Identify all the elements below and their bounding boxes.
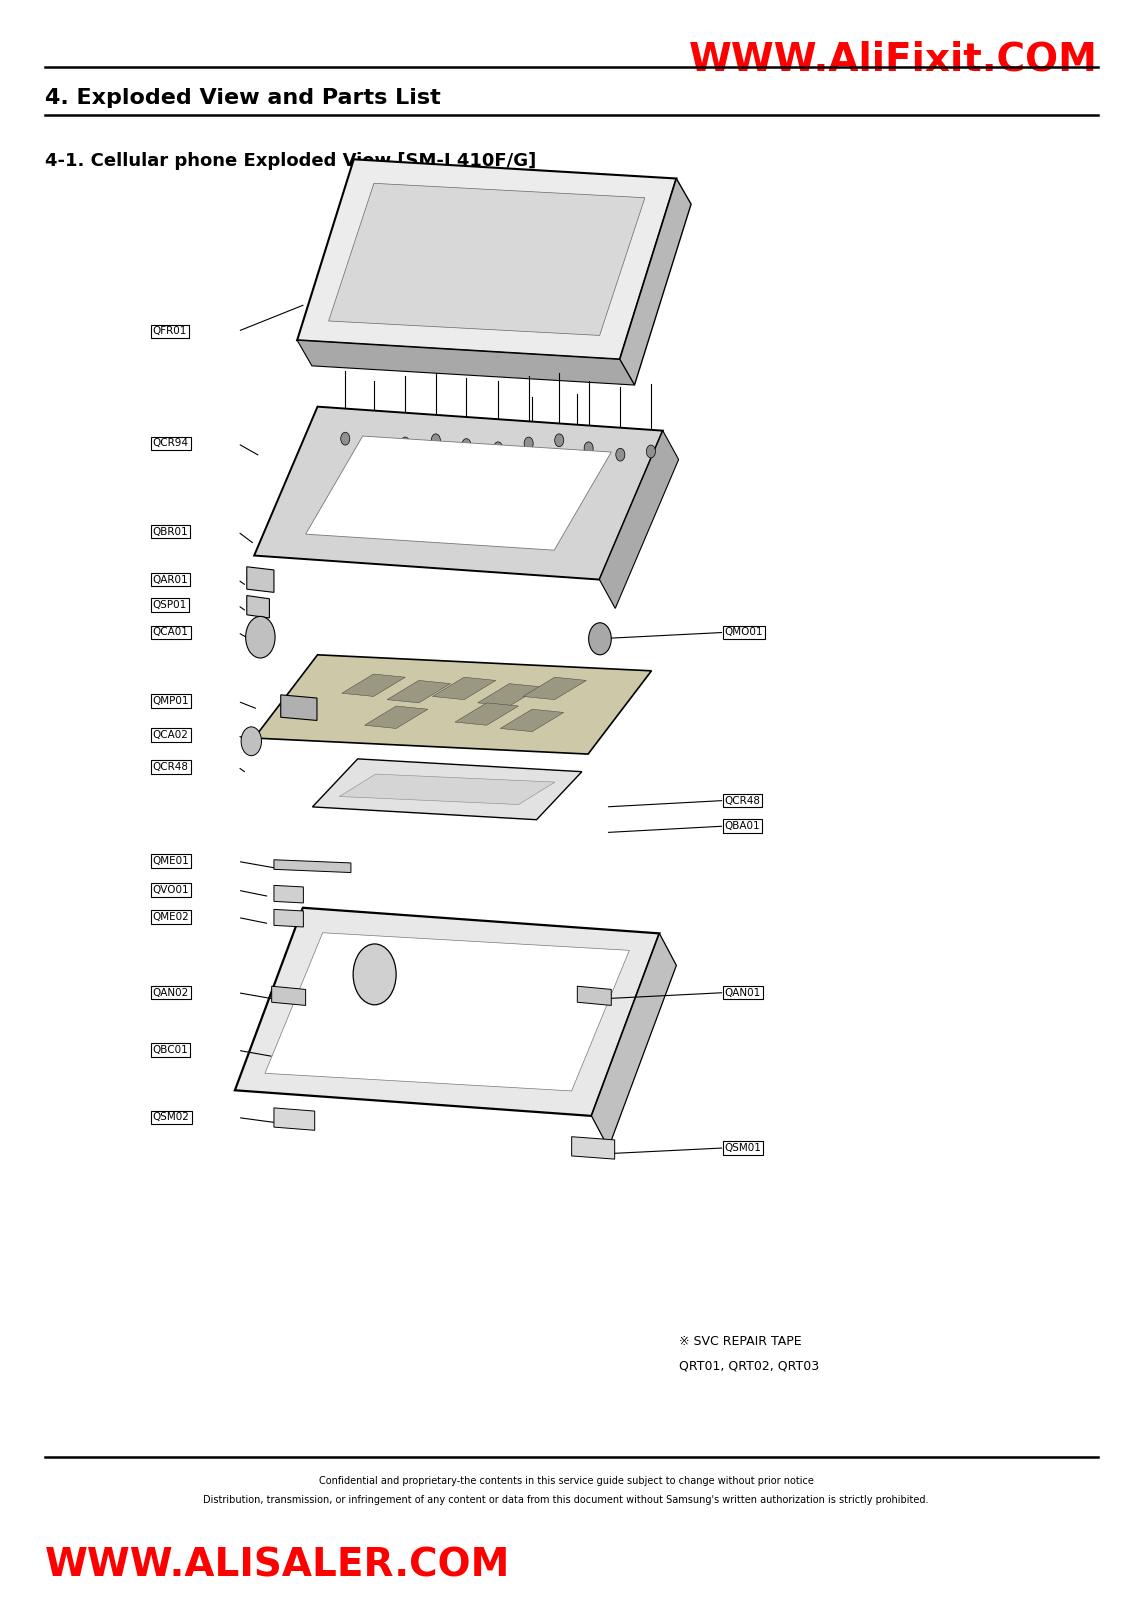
Circle shape <box>528 458 537 471</box>
Polygon shape <box>572 1137 615 1159</box>
Polygon shape <box>620 178 691 384</box>
Polygon shape <box>272 986 306 1005</box>
Text: QSP01: QSP01 <box>153 600 187 610</box>
Polygon shape <box>340 775 555 804</box>
Circle shape <box>246 616 275 658</box>
Text: QMP01: QMP01 <box>153 696 189 706</box>
Circle shape <box>524 437 533 450</box>
Circle shape <box>369 442 378 455</box>
Polygon shape <box>500 709 564 732</box>
Polygon shape <box>478 684 541 706</box>
Circle shape <box>616 448 625 461</box>
Polygon shape <box>387 680 451 703</box>
Polygon shape <box>306 435 611 551</box>
Circle shape <box>341 432 350 445</box>
Circle shape <box>401 437 410 450</box>
Polygon shape <box>274 860 351 873</box>
Text: QCA02: QCA02 <box>153 730 189 740</box>
Polygon shape <box>312 759 582 820</box>
Text: WWW.ALISALER.COM: WWW.ALISALER.COM <box>45 1547 511 1585</box>
Polygon shape <box>274 909 303 927</box>
Polygon shape <box>365 706 428 728</box>
Text: QRT01, QRT02, QRT03: QRT01, QRT02, QRT03 <box>679 1359 820 1372</box>
Polygon shape <box>432 677 496 700</box>
Polygon shape <box>274 1108 315 1130</box>
Circle shape <box>462 439 471 451</box>
Circle shape <box>573 455 582 467</box>
Circle shape <box>646 445 655 458</box>
Text: QBC01: QBC01 <box>153 1045 189 1055</box>
Text: QBR01: QBR01 <box>153 527 188 536</box>
Text: QSM01: QSM01 <box>724 1143 762 1153</box>
Circle shape <box>584 442 593 455</box>
Polygon shape <box>235 908 659 1116</box>
Text: QVO01: QVO01 <box>153 885 189 895</box>
Text: QSM02: QSM02 <box>153 1113 190 1122</box>
Circle shape <box>555 434 564 447</box>
Text: QCR48: QCR48 <box>153 762 189 772</box>
Text: QCR48: QCR48 <box>724 796 761 805</box>
Polygon shape <box>247 567 274 592</box>
Circle shape <box>494 442 503 455</box>
Text: Distribution, transmission, or infringement of any content or data from this doc: Distribution, transmission, or infringem… <box>204 1495 928 1505</box>
Text: QMO01: QMO01 <box>724 628 763 637</box>
Polygon shape <box>297 339 634 384</box>
Text: 4-1. Cellular phone Exploded View [SM-J 410F/G]: 4-1. Cellular phone Exploded View [SM-J … <box>45 152 537 170</box>
Circle shape <box>241 727 261 756</box>
Text: QBA01: QBA01 <box>724 821 760 831</box>
Circle shape <box>589 623 611 655</box>
Circle shape <box>353 945 396 1005</box>
Polygon shape <box>455 703 518 725</box>
Polygon shape <box>328 184 645 335</box>
Text: Confidential and proprietary-the contents in this service guide subject to chang: Confidential and proprietary-the content… <box>318 1476 814 1486</box>
Text: QME01: QME01 <box>153 857 189 866</box>
Polygon shape <box>523 677 586 700</box>
Polygon shape <box>342 674 405 696</box>
Text: QAN02: QAN02 <box>153 988 189 997</box>
Polygon shape <box>577 986 611 1005</box>
Circle shape <box>431 434 440 447</box>
Text: QFR01: QFR01 <box>153 327 187 336</box>
Polygon shape <box>247 596 269 618</box>
Polygon shape <box>281 695 317 720</box>
Polygon shape <box>274 885 303 903</box>
Polygon shape <box>600 431 679 608</box>
Polygon shape <box>591 933 677 1148</box>
Text: QCA01: QCA01 <box>153 628 189 637</box>
Text: QME02: QME02 <box>153 913 189 922</box>
Text: ※ SVC REPAIR TAPE: ※ SVC REPAIR TAPE <box>679 1335 801 1348</box>
Polygon shape <box>255 407 663 580</box>
Polygon shape <box>297 158 677 359</box>
Text: QCR94: QCR94 <box>153 439 189 448</box>
Text: QAR01: QAR01 <box>153 575 188 584</box>
Text: WWW.AliFixit.COM: WWW.AliFixit.COM <box>689 40 1098 78</box>
Text: QAN01: QAN01 <box>724 988 761 997</box>
Polygon shape <box>255 655 652 754</box>
Polygon shape <box>265 933 629 1090</box>
Text: 4. Exploded View and Parts List: 4. Exploded View and Parts List <box>45 88 441 107</box>
